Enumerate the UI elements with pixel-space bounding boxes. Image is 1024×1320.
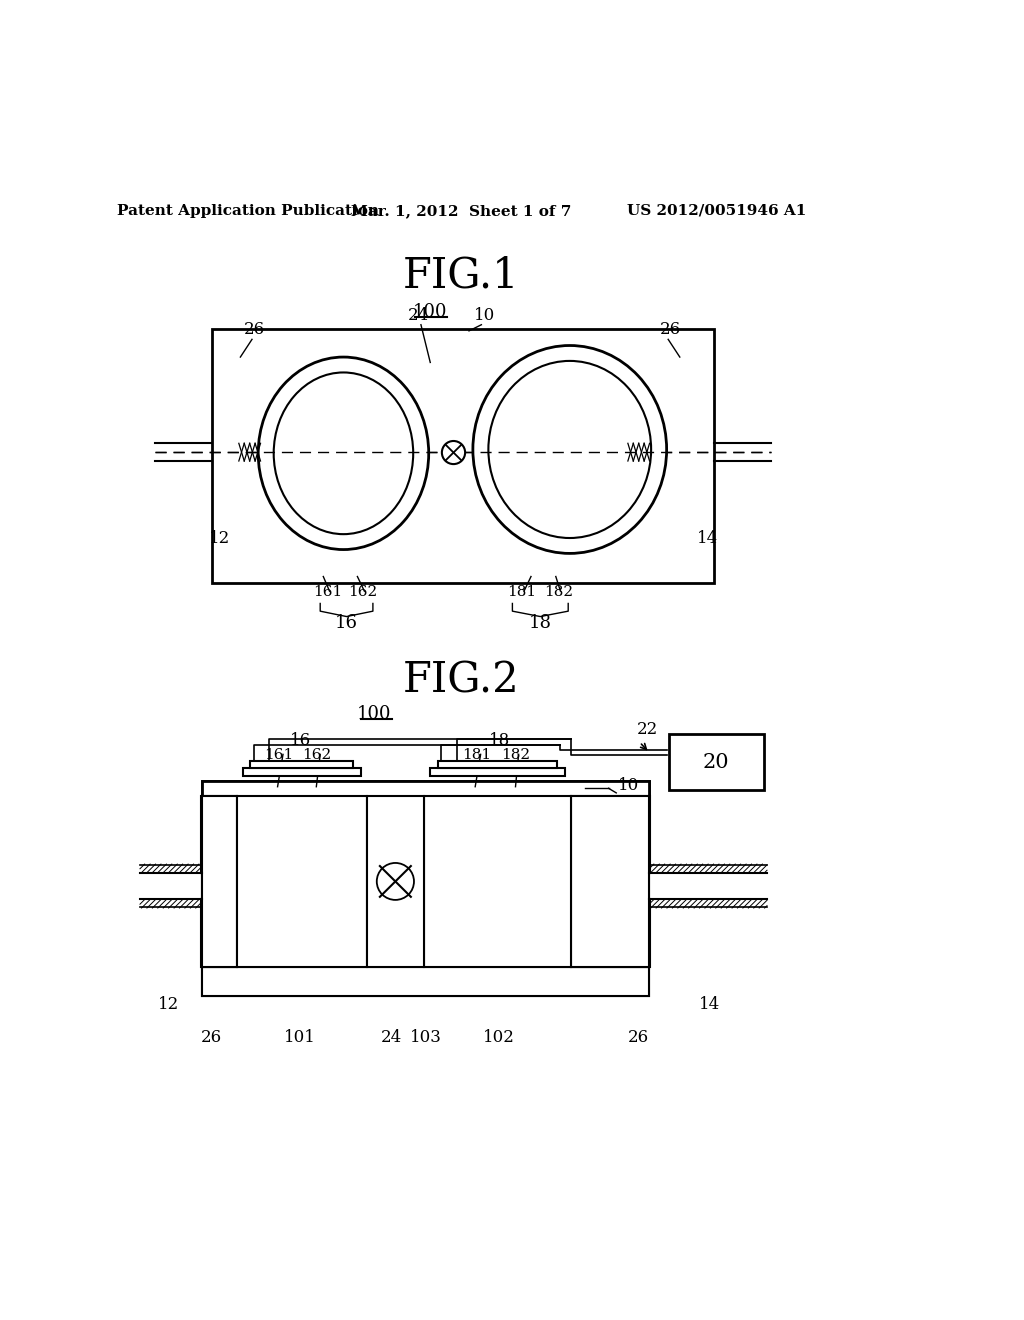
Bar — [202, 780, 649, 796]
Text: 101: 101 — [284, 1030, 316, 1047]
Text: 22: 22 — [637, 721, 657, 738]
Text: 26: 26 — [628, 1030, 648, 1047]
Text: FIG.1: FIG.1 — [403, 255, 519, 297]
Text: 18: 18 — [489, 733, 511, 750]
Bar — [430, 768, 565, 776]
Text: 161: 161 — [264, 748, 293, 762]
Text: 18: 18 — [528, 614, 552, 632]
Text: 100: 100 — [357, 705, 392, 723]
Text: 12: 12 — [209, 531, 230, 548]
Text: 162: 162 — [302, 748, 332, 762]
Ellipse shape — [258, 358, 429, 549]
Text: 14: 14 — [697, 531, 718, 548]
Text: Patent Application Publication: Patent Application Publication — [117, 203, 379, 218]
Text: 162: 162 — [348, 585, 378, 599]
Text: 102: 102 — [482, 1030, 514, 1047]
Text: 181: 181 — [507, 585, 537, 599]
Text: 26: 26 — [244, 321, 265, 338]
Bar — [237, 796, 367, 966]
Text: 182: 182 — [501, 748, 530, 762]
Text: 16: 16 — [335, 614, 358, 632]
Bar — [669, 734, 764, 789]
Bar — [243, 768, 360, 776]
Ellipse shape — [473, 346, 667, 553]
Text: 24: 24 — [408, 308, 429, 325]
Bar — [571, 796, 649, 966]
Text: 10: 10 — [474, 308, 496, 325]
Bar — [212, 330, 714, 583]
Bar — [251, 760, 352, 768]
Circle shape — [442, 441, 465, 465]
Bar — [202, 796, 237, 966]
Text: 12: 12 — [158, 997, 179, 1014]
Bar — [438, 760, 557, 768]
Text: 16: 16 — [290, 733, 310, 750]
Text: FIG.2: FIG.2 — [402, 660, 519, 701]
Bar — [202, 966, 649, 997]
Text: 103: 103 — [410, 1030, 441, 1047]
Text: 26: 26 — [201, 1030, 222, 1047]
Ellipse shape — [273, 372, 414, 535]
Text: 14: 14 — [698, 997, 720, 1014]
Text: 181: 181 — [462, 748, 492, 762]
Ellipse shape — [488, 360, 651, 539]
Bar — [367, 796, 424, 966]
Text: 20: 20 — [702, 752, 729, 772]
Bar — [424, 796, 571, 966]
Text: 24: 24 — [381, 1030, 402, 1047]
Text: US 2012/0051946 A1: US 2012/0051946 A1 — [628, 203, 807, 218]
Text: 26: 26 — [659, 321, 681, 338]
Text: 161: 161 — [313, 585, 343, 599]
Text: Mar. 1, 2012  Sheet 1 of 7: Mar. 1, 2012 Sheet 1 of 7 — [351, 203, 571, 218]
Text: 10: 10 — [617, 776, 639, 793]
Text: 182: 182 — [545, 585, 573, 599]
Text: 100: 100 — [413, 304, 447, 321]
